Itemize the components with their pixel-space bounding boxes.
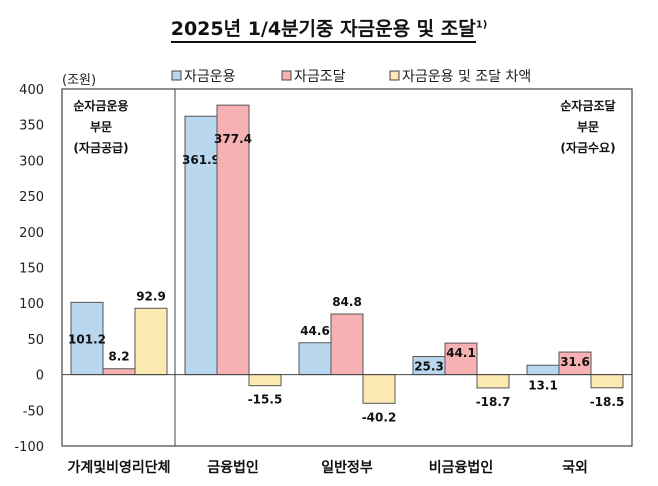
category-label: 비금융법인 [429,459,493,476]
bar [134,307,168,376]
y-tick-label: 350 [19,119,44,134]
y-tick-label: -50 [23,404,44,419]
annotation-left: (자금공급) [73,140,128,155]
plot-frame [61,88,633,447]
data-label: 31.6 [560,355,590,369]
annotation-left: 부문 [90,120,112,134]
data-label: 361.9 [182,153,220,167]
category-label: 금융법인 [207,459,259,476]
bar [184,115,218,376]
category-label: 일반정부 [321,459,373,476]
annotation-left: 순자금운용 [73,98,128,113]
bar [476,374,510,389]
y-tick-label: 150 [19,262,44,277]
bar [590,374,624,389]
y-tick-label: 300 [19,154,44,169]
data-label: 377.4 [214,132,252,146]
data-label: 44.1 [446,346,476,360]
y-tick-label: 0 [36,369,44,384]
chart-title: 2025년 1/4분기중 자금운용 및 조달1) [0,14,658,43]
bar [102,368,136,376]
data-label: 13.1 [528,379,558,393]
data-label: 84.8 [332,295,362,309]
data-label: 44.6 [300,324,330,338]
bar [298,342,332,376]
annotation-right: 순자금조달 [560,98,615,113]
bar [526,364,560,376]
chart-title-text: 2025년 1/4분기중 자금운용 및 조달 [170,18,476,43]
data-label: 25.3 [414,360,444,374]
bar [70,301,104,376]
data-label: 101.2 [68,332,106,346]
legend-label: 자금조달 [294,69,346,85]
annotation-right: (자금수요) [560,140,615,155]
y-tick-label: 50 [27,333,44,348]
legend-swatch [171,70,182,81]
legend-label: 자금운용 및 조달 차액 [402,69,531,85]
legend-label: 자금운용 [184,69,236,85]
data-label: -40.2 [362,410,397,424]
bar [330,313,364,376]
y-tick-label: -100 [14,440,44,455]
data-label: 8.2 [108,350,129,364]
data-label: -18.5 [590,395,625,409]
y-axis-unit: (조원) [62,73,96,88]
annotation-right: 부문 [577,120,599,134]
data-label: -18.7 [476,395,511,409]
data-label: 92.9 [136,289,166,303]
bar [362,374,396,404]
y-tick-label: 250 [19,190,44,205]
y-tick-label: 200 [19,226,44,241]
category-label: 가계및비영리단체 [67,459,170,476]
bar [248,374,282,387]
legend-swatch [281,70,292,81]
category-label: 국외 [562,459,588,476]
y-tick-label: 100 [19,297,44,312]
y-tick-label: 400 [19,83,44,98]
data-label: -15.5 [248,393,283,407]
title-footnote: 1) [475,19,488,31]
legend-swatch [389,70,400,81]
bar [216,104,250,376]
